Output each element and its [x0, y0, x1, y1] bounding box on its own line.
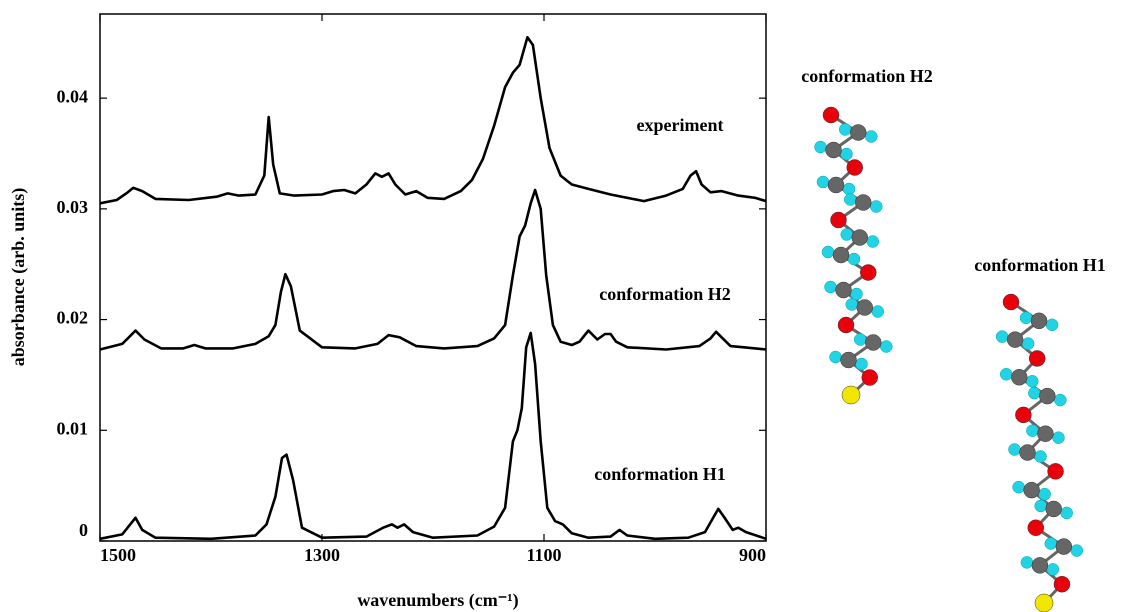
hydrogen-atom [1046, 319, 1058, 331]
hydrogen-atom [830, 351, 842, 363]
hydrogen-atom [865, 131, 877, 143]
hydrogen-atom [844, 194, 856, 206]
y-tick-label: 0 [79, 520, 88, 540]
carbon-atom [852, 230, 868, 246]
carbon-atom [1056, 539, 1072, 555]
hydrogen-atom [1009, 444, 1021, 456]
hydrogen-atom [848, 253, 860, 265]
hydrogen-atom [1020, 312, 1032, 324]
hydrogen-atom [1039, 488, 1051, 500]
hydrogen-atom [1071, 545, 1083, 557]
hydrogen-atom [1035, 500, 1047, 512]
hydrogen-atom [1022, 338, 1034, 350]
y-axis-label: absorbance (arb. units) [8, 188, 29, 367]
y-tick-label: 0.03 [57, 197, 89, 217]
oxygen-atom [1015, 407, 1031, 423]
oxygen-atom [847, 160, 863, 176]
x-axis-label: wavenumbers (cm⁻¹) [357, 590, 518, 611]
hydrogen-atom [825, 281, 837, 293]
hydrogen-atom [1026, 425, 1038, 437]
hydrogen-atom [1052, 432, 1064, 444]
y-tick-label: 0.01 [57, 418, 89, 438]
series-label: conformation H1 [594, 464, 725, 484]
hydrogen-atom [843, 183, 855, 195]
hydrogen-atom [851, 288, 863, 300]
hydrogen-atom [1054, 394, 1066, 406]
hydrogen-atom [870, 201, 882, 213]
series-label: experiment [637, 115, 724, 135]
hydrogen-atom [856, 358, 868, 370]
hydrogen-atom [1035, 451, 1047, 463]
oxygen-atom [831, 212, 847, 228]
carbon-atom [1007, 332, 1023, 348]
series-label: conformation H2 [599, 284, 730, 304]
oxygen-atom [862, 370, 878, 386]
sulfur-atom [1035, 594, 1053, 612]
carbon-atom [850, 125, 866, 141]
carbon-atom [1046, 501, 1062, 517]
hydrogen-atom [1047, 563, 1059, 575]
hydrogen-atom [872, 306, 884, 318]
carbon-atom [1037, 426, 1053, 442]
oxygen-atom [1029, 350, 1045, 366]
carbon-atom [841, 352, 857, 368]
carbon-atom [1031, 313, 1047, 329]
carbon-atom [1039, 388, 1055, 404]
carbon-atom [1032, 557, 1048, 573]
carbon-atom [1011, 369, 1027, 385]
hydrogen-atom [1021, 556, 1033, 568]
hydrogen-atom [1061, 507, 1073, 519]
hydrogen-atom [1045, 538, 1057, 550]
x-tick-label: 1100 [526, 545, 561, 565]
spectrum-line [100, 333, 766, 539]
hydrogen-atom [867, 236, 879, 248]
figure: wavenumbers (cm⁻¹) absorbance (arb. unit… [0, 0, 1136, 612]
molecule-label: conformation H2 [801, 66, 932, 86]
carbon-atom [836, 282, 852, 298]
plot-frame [100, 14, 766, 541]
oxygen-atom [1054, 576, 1070, 592]
hydrogen-atom [841, 229, 853, 241]
carbon-atom [833, 247, 849, 263]
hydrogen-atom [854, 334, 866, 346]
hydrogen-atom [1028, 387, 1040, 399]
hydrogen-atom [996, 331, 1008, 343]
hydrogen-atom [839, 124, 851, 136]
x-tick-label: 1300 [304, 545, 340, 565]
carbon-atom [855, 195, 871, 211]
oxygen-atom [1048, 463, 1064, 479]
molecule-label: conformation H1 [974, 255, 1105, 275]
oxygen-atom [1028, 520, 1044, 536]
carbon-atom [826, 142, 842, 158]
molecule-drawings [815, 107, 1083, 612]
carbon-atom [1020, 445, 1036, 461]
y-tick-label: 0.02 [57, 308, 89, 328]
carbon-atom [865, 335, 881, 351]
hydrogen-atom [822, 246, 834, 258]
spectrum-line [100, 190, 766, 350]
hydrogen-atom [880, 341, 892, 353]
hydrogen-atom [1013, 481, 1025, 493]
oxygen-atom [860, 265, 876, 281]
hydrogen-atom [846, 299, 858, 311]
y-tick-label: 0.04 [57, 86, 89, 106]
hydrogen-atom [841, 148, 853, 160]
carbon-atom [828, 177, 844, 193]
carbon-atom [1024, 482, 1040, 498]
hydrogen-atom [1026, 375, 1038, 387]
x-tick-label: 1500 [100, 545, 136, 565]
oxygen-atom [838, 317, 854, 333]
hydrogen-atom [817, 176, 829, 188]
hydrogen-atom [1000, 368, 1012, 380]
x-tick-label: 900 [739, 545, 766, 565]
hydrogen-atom [815, 141, 827, 153]
oxygen-atom [823, 107, 839, 123]
sulfur-atom [842, 386, 860, 404]
oxygen-atom [1003, 294, 1019, 310]
carbon-atom [857, 300, 873, 316]
